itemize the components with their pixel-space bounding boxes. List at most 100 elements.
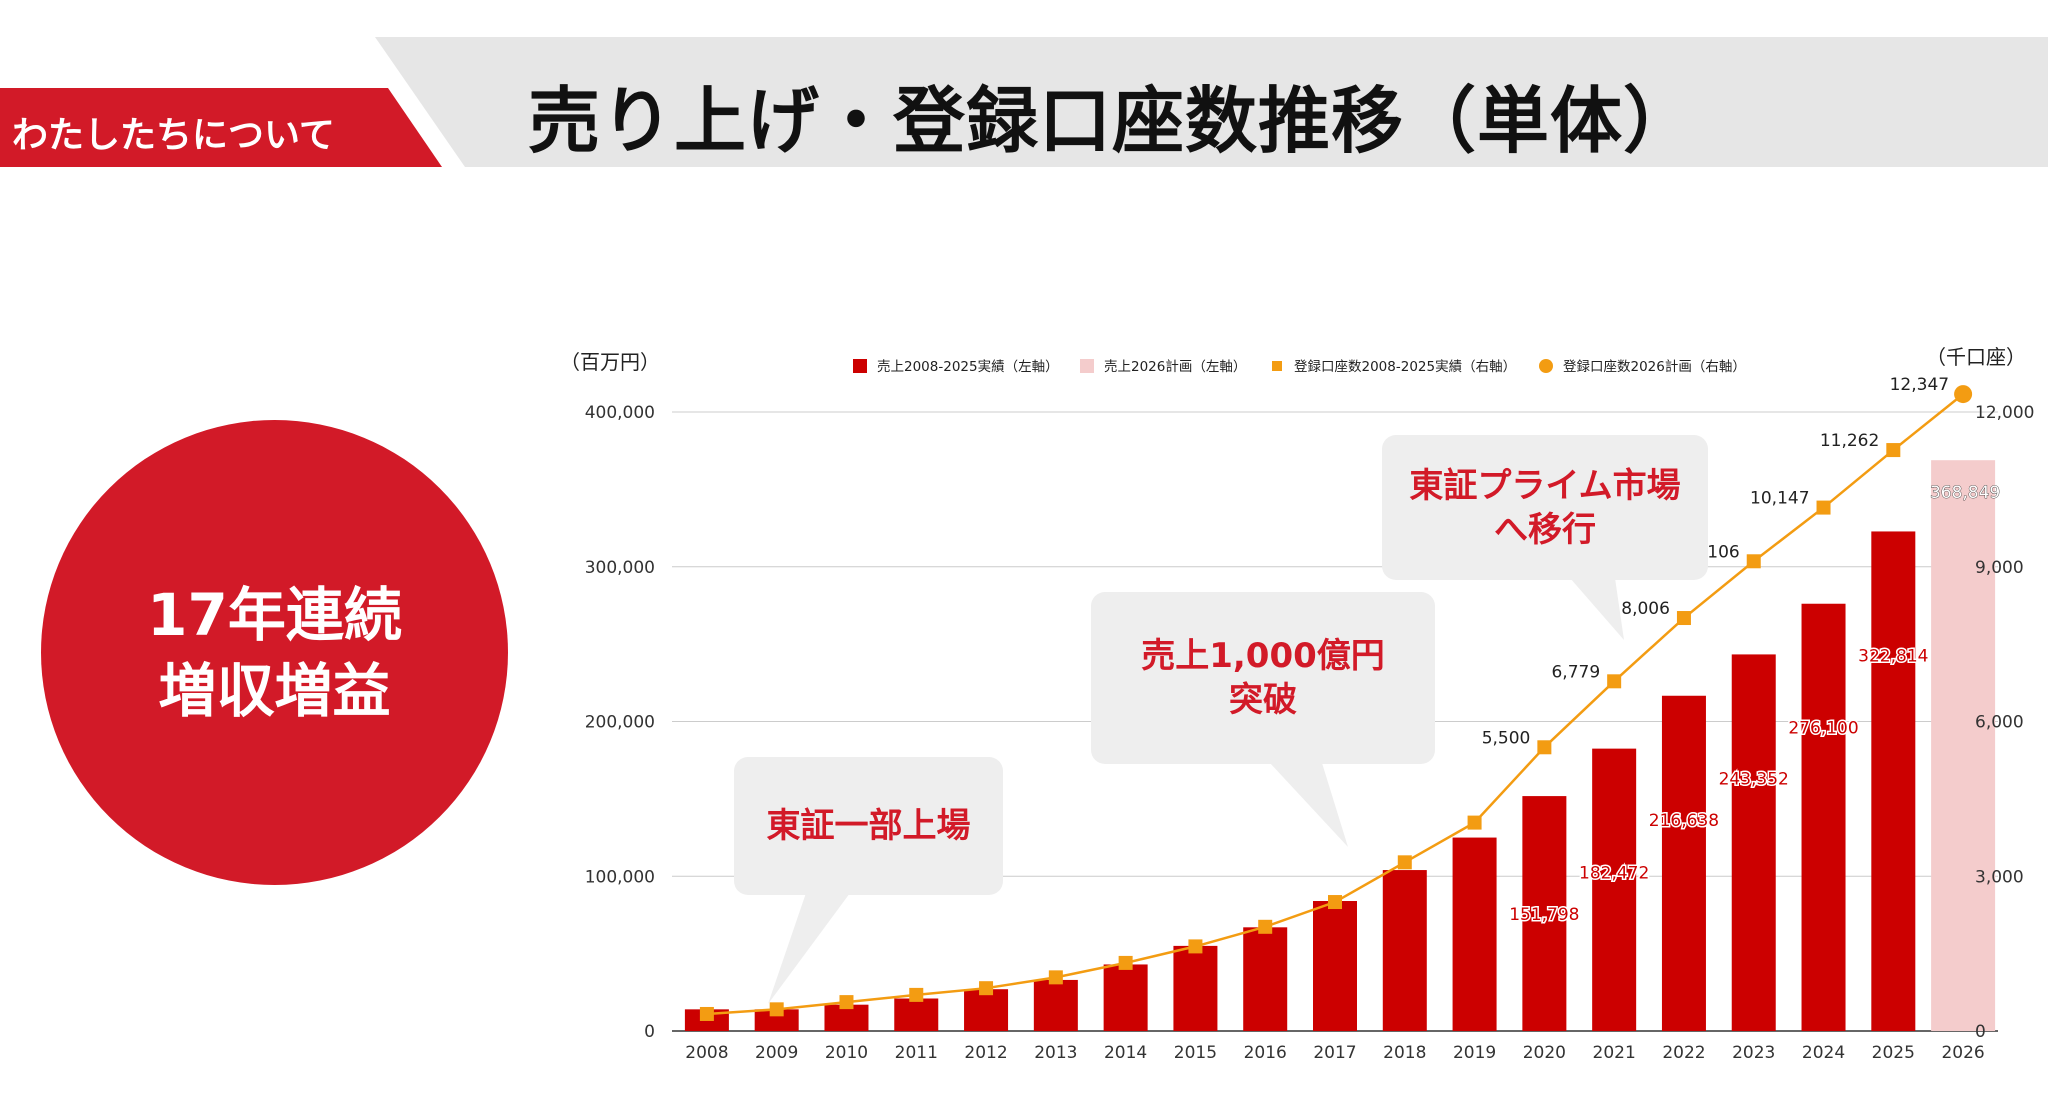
legend: 売上2008-2025実績（左軸） 売上2026計画（左軸） 登録口座数2008-2…	[853, 359, 1746, 375]
bar-actual	[1103, 964, 1148, 1031]
badge-line-2: 増収増益	[158, 656, 391, 725]
achievement-badge: 17年連続 増収増益	[41, 420, 508, 885]
x-tick-label: 2017	[1313, 1043, 1356, 1063]
right-tick-label: 12,000	[1975, 403, 2034, 423]
accounts-actual-marker	[1258, 919, 1273, 934]
x-tick-label: 2014	[1104, 1043, 1147, 1063]
accounts-actual-marker	[1816, 500, 1831, 515]
callout-prime: 東証プライム市場 へ移行	[1382, 435, 1708, 580]
line-data-label: 8,006	[1621, 599, 1670, 619]
accounts-actual-line	[706, 449, 1895, 1016]
section-label-background	[0, 88, 442, 167]
x-tick-label: 2018	[1383, 1043, 1426, 1063]
line-data-label: 12,347	[1890, 375, 1949, 395]
left-tick-label: 100,000	[585, 867, 655, 887]
bar-actual	[1661, 695, 1706, 1031]
callout-prime-line2: へ移行	[1494, 509, 1596, 550]
x-tick-label: 2011	[895, 1043, 938, 1063]
section-label: わたしたちについて	[12, 115, 335, 156]
bar-actual	[964, 989, 1009, 1031]
accounts-actual-marker	[1607, 674, 1622, 689]
accounts-actual-marker	[1746, 554, 1761, 569]
callout-tails	[768, 578, 1624, 1004]
bar-actual	[894, 998, 939, 1031]
callout-sales-line2: 突破	[1229, 680, 1297, 720]
x-tick-label: 2016	[1244, 1043, 1287, 1063]
legend-label: 登録口座数2008-2025実績（右軸）	[1294, 359, 1516, 375]
callout-listing: 東証一部上場	[734, 757, 1003, 895]
page-title: 売り上げ・登録口座数推移（単体）	[528, 79, 1697, 163]
line-data-label: 10,147	[1750, 489, 1809, 509]
bar-data-label: 151,798	[1509, 905, 1579, 925]
legend-label: 売上2008-2025実績（左軸）	[877, 359, 1059, 375]
bar-actual	[1731, 654, 1776, 1031]
accounts-actual-marker	[1188, 939, 1203, 954]
line-data-label: 11,262	[1820, 431, 1879, 451]
bar-actual	[1592, 748, 1637, 1031]
accounts-actual-marker	[1676, 611, 1691, 626]
x-tick-label: 2023	[1732, 1043, 1775, 1063]
callout-tail	[1570, 578, 1624, 640]
bar-actual	[1243, 927, 1288, 1031]
x-tick-label: 2020	[1523, 1043, 1566, 1063]
line-data-label: 5,500	[1482, 728, 1531, 748]
right-axis-unit: （千口座）	[1926, 345, 2026, 369]
accounts-actual-marker	[1328, 895, 1342, 910]
bar-actual	[1382, 870, 1427, 1031]
badge-line-1: 17年連続	[147, 580, 402, 649]
legend-label: 登録口座数2026計画（右軸）	[1563, 359, 1746, 375]
left-tick-label: 300,000	[585, 558, 655, 578]
axis-labels: 0 100,000 200,000 300,000 400,000 0 3,000 6,000…	[585, 403, 2035, 1063]
bar-data-label: 368,849	[1930, 483, 2000, 503]
accounts-actual-marker	[699, 1006, 714, 1021]
x-tick-label: 2015	[1174, 1043, 1217, 1063]
right-tick-label: 9,000	[1975, 558, 2024, 578]
callout-sales-line1: 売上1,000億円	[1141, 636, 1385, 676]
bar-data-label: 243,352	[1719, 769, 1789, 789]
bar-data-label: 182,472	[1579, 864, 1649, 884]
bar-actual	[1313, 901, 1357, 1031]
accounts-actual-marker	[1118, 955, 1133, 970]
x-tick-label: 2010	[825, 1043, 868, 1063]
left-tick-label: 0	[644, 1022, 655, 1042]
x-tick-label: 2008	[685, 1043, 728, 1063]
callout-sales: 売上1,000億円 突破	[1091, 592, 1435, 764]
accounts-plan-line	[1892, 393, 1964, 452]
bar-series	[684, 460, 1996, 1031]
x-tick-label: 2019	[1453, 1043, 1496, 1063]
bar-data-label: 216,638	[1649, 811, 1719, 831]
legend-label: 売上2026計画（左軸）	[1104, 359, 1246, 375]
bar-actual	[1173, 945, 1218, 1031]
callout-prime-line1: 東証プライム市場	[1409, 465, 1681, 506]
callout-tail	[768, 893, 850, 1004]
legend-swatch	[1539, 359, 1553, 373]
accounts-plan-marker	[1954, 385, 1973, 404]
x-tick-label: 2009	[755, 1043, 798, 1063]
bar-actual	[1522, 796, 1567, 1031]
line-data-label: 6,779	[1551, 662, 1600, 682]
callout-tail	[1270, 763, 1348, 847]
bar-actual	[1033, 979, 1078, 1031]
accounts-actual-marker	[1886, 443, 1901, 458]
data-labels: 151,798 182,472 216,638 243,352 276,100 322,8…	[1480, 374, 2000, 927]
bar-actual	[1871, 531, 1916, 1031]
x-tick-label: 2022	[1662, 1043, 1705, 1063]
title-band-background	[375, 37, 2048, 167]
left-tick-label: 200,000	[585, 713, 655, 733]
bar-data-label: 276,100	[1788, 719, 1858, 739]
bar-plan	[1931, 460, 1996, 1031]
legend-swatch	[853, 359, 867, 373]
accounts-actual-marker	[979, 981, 994, 996]
legend-swatch	[1272, 361, 1282, 371]
accounts-actual-marker	[1467, 815, 1482, 830]
line-series	[699, 385, 1973, 1021]
bar-data-label: 322,814	[1858, 646, 1928, 666]
bar-actual	[1801, 603, 1846, 1031]
x-tick-label: 2013	[1034, 1043, 1077, 1063]
x-tick-label: 2024	[1802, 1043, 1845, 1063]
accounts-actual-marker	[1537, 740, 1552, 755]
bar-actual	[754, 1009, 799, 1031]
x-tick-label: 2026	[1941, 1043, 1984, 1063]
right-tick-label: 3,000	[1975, 867, 2024, 887]
